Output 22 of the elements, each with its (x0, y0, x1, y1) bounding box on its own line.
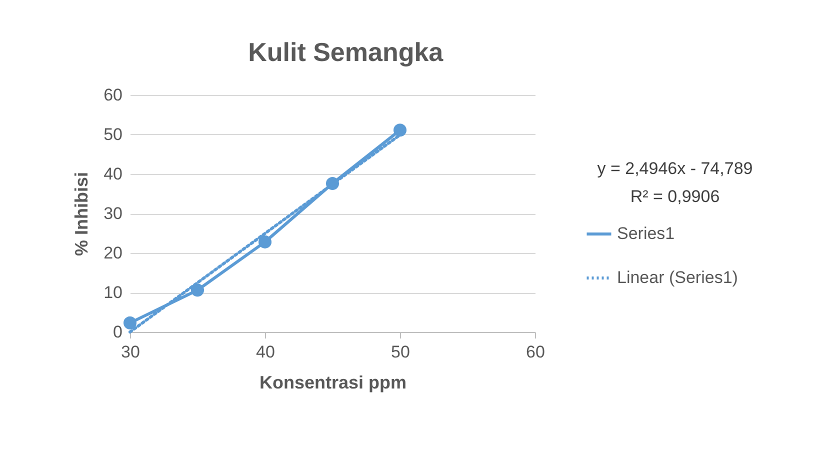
y-tick-label: 20 (104, 244, 122, 262)
y-tick-label: 0 (113, 322, 122, 342)
point (258, 235, 272, 248)
y-tick-label: 60 (104, 86, 122, 104)
legend-label: Series1 (617, 224, 675, 243)
point (190, 284, 204, 297)
y-tick-label: 10 (104, 283, 122, 302)
y-tick-label: 40 (104, 164, 122, 184)
legend-label: Linear (Series1) (617, 268, 738, 287)
point (393, 124, 407, 137)
x-axis-title: Konsentrasi ppm (259, 372, 407, 392)
x-tick-label: 60 (526, 342, 545, 362)
text: y = 2,4946x - 74,789 (596, 158, 754, 180)
text: R² = 0,9906 (629, 186, 721, 208)
point (123, 316, 137, 330)
y-axis-title: % Inhibisi (72, 172, 92, 256)
chart-title: Kulit Semangka (248, 37, 444, 67)
x-tick-label: 30 (121, 342, 140, 362)
x-tick-label: 40 (256, 342, 275, 362)
y-tick-label: 30 (104, 204, 122, 223)
x-tick-label: 50 (391, 342, 410, 362)
y-tick-label: 50 (104, 125, 122, 144)
